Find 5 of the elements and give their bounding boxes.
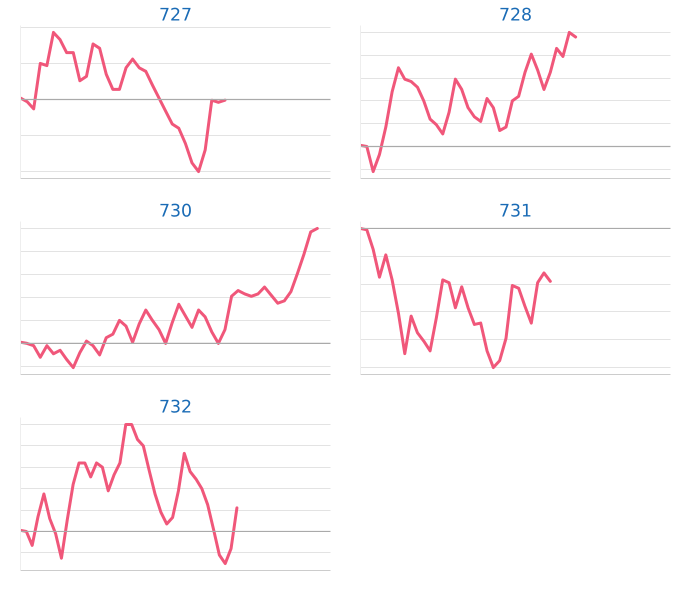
- chart-title: 732: [158, 398, 192, 418]
- chart-title: 728: [498, 6, 532, 26]
- chart-title: 727: [158, 6, 192, 26]
- chart-title: 731: [498, 202, 532, 222]
- chart-title: 730: [158, 202, 192, 222]
